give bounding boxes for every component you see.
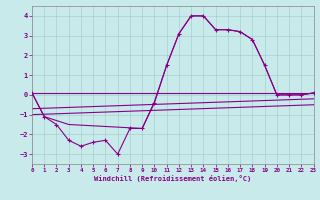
X-axis label: Windchill (Refroidissement éolien,°C): Windchill (Refroidissement éolien,°C) (94, 175, 252, 182)
